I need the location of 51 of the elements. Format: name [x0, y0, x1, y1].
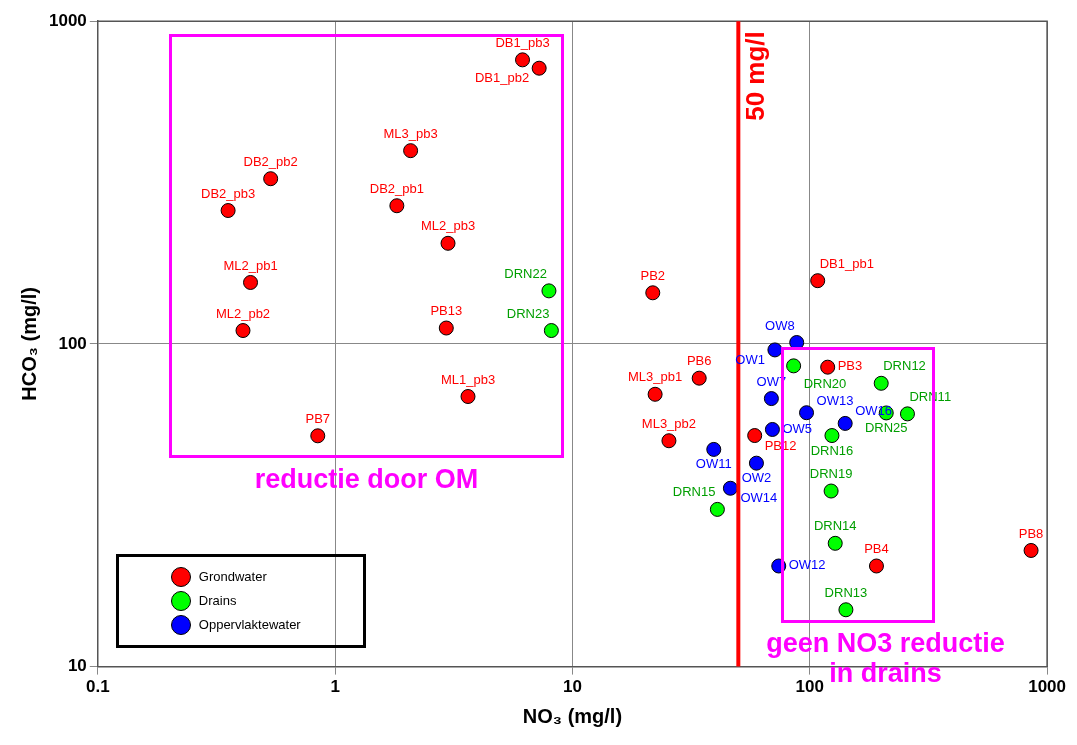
annotation: PB8	[1018, 525, 1044, 541]
annotation: DB2_pb3	[201, 185, 256, 201]
annotation: PB4	[864, 541, 889, 557]
annotation: DRN12	[883, 358, 926, 374]
y-axis-title: HCO₃ (mg/l)	[17, 287, 40, 401]
annotation: ML2_pb2	[215, 305, 271, 321]
annotation: OW8	[765, 317, 795, 333]
annotation: PB13	[430, 303, 463, 319]
annotation: DRN22	[504, 265, 547, 281]
annotation: PB2	[640, 267, 666, 283]
annotation: DRN25	[864, 420, 908, 436]
ref-line-label: 50 mg/l	[739, 31, 770, 121]
annotation: PB7	[305, 410, 331, 426]
annotation: ML3_pb1	[628, 369, 683, 385]
annotation: DB1_pb3	[495, 34, 550, 50]
annotation: DRN19	[809, 466, 853, 482]
annotation: ML3_pb2	[641, 415, 697, 431]
annotation: OW14	[740, 490, 778, 506]
annotation: ML2_pb1	[223, 257, 278, 273]
x-tick-label: 10	[562, 677, 582, 697]
annotation: DRN23	[506, 305, 550, 321]
annotation: DB1_pb1	[819, 255, 874, 271]
annotation: OW11	[695, 456, 732, 472]
x-axis-title: NO₃ (mg/l)	[522, 704, 623, 727]
annotation: DRN14	[813, 518, 857, 534]
legend-label: Oppervlaktewater	[198, 617, 301, 633]
annotation: DRN20	[803, 375, 847, 391]
annotation: reductie door OM	[253, 464, 480, 496]
annotation: ML1_pb3	[440, 371, 496, 387]
y-tick-label: 100	[58, 333, 87, 353]
legend-label: Drains	[198, 593, 237, 609]
annotation: PB6	[686, 353, 712, 369]
y-tick-label: 10	[67, 656, 87, 676]
annotation: ML2_pb3	[420, 218, 476, 234]
annotation: DB1_pb2	[474, 70, 530, 86]
x-tick-label: 1	[330, 677, 340, 697]
x-tick-label: 1000	[1028, 677, 1066, 697]
annotation: DRN15	[672, 484, 716, 500]
legend-label: Grondwater	[198, 569, 267, 585]
annotation: ML3_pb3	[383, 125, 438, 141]
y-tick-label: 1000	[48, 10, 87, 30]
x-tick-label: 0.1	[86, 677, 110, 697]
annotation: DRN13	[824, 584, 868, 600]
annotation: PB3	[837, 358, 863, 374]
annotation: OW12	[788, 557, 826, 573]
annotation: OW2	[741, 470, 772, 486]
annotation: DRN16	[810, 442, 854, 458]
annotation: OW5	[782, 420, 813, 436]
annotation: DB2_pb2	[243, 153, 298, 169]
annotation: DB2_pb1	[369, 180, 424, 196]
annotation: OW13	[816, 392, 854, 408]
